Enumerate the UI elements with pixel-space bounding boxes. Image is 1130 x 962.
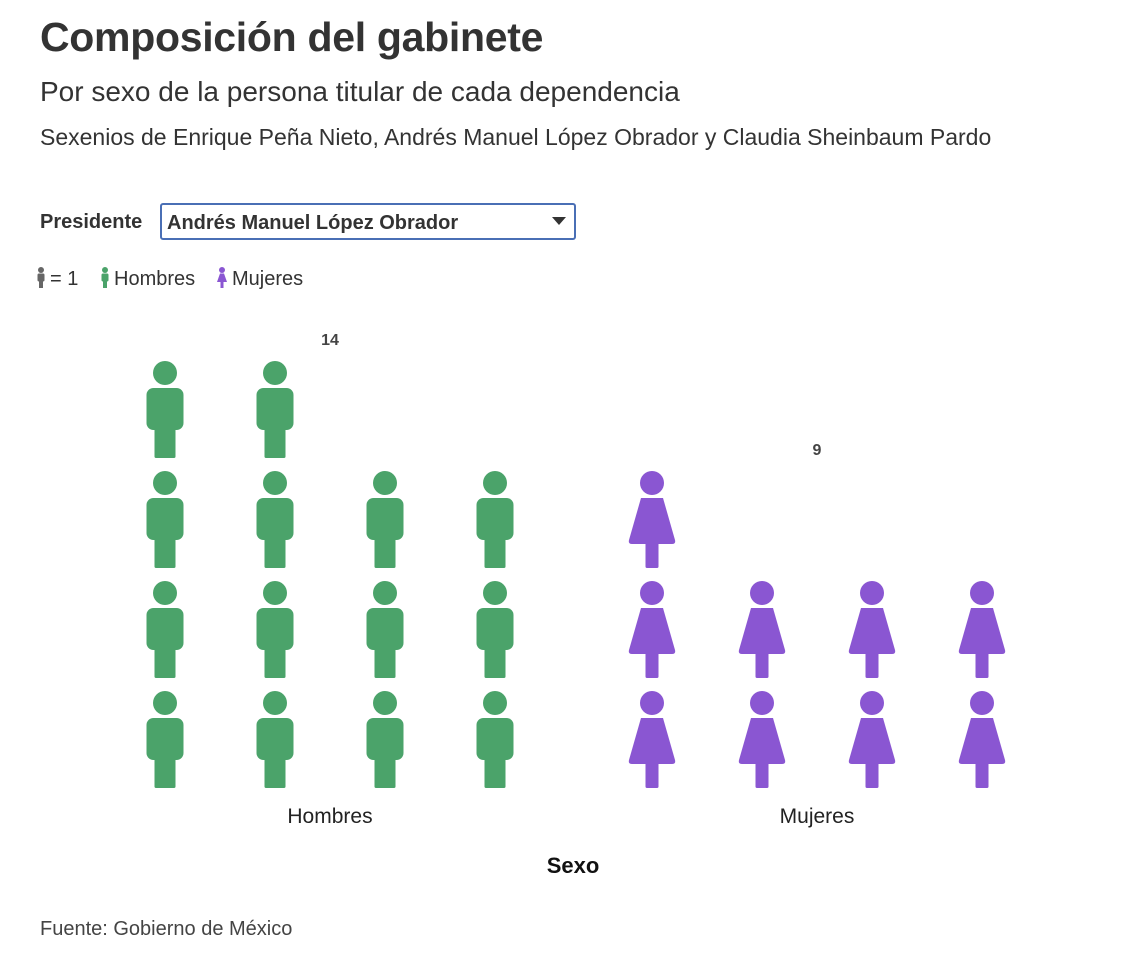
pictogram-mujeres-7 [848,581,896,678]
pictogram-hombres-10 [256,471,294,568]
pictogram-mujeres-2 [738,691,786,788]
pictogram-mujeres-9 [628,471,676,568]
legend-label-mujeres: Mujeres [232,268,304,290]
pictogram-hombres-7 [366,581,404,678]
pictogram-mujeres-3 [848,691,896,788]
pictogram-hombres-8 [476,581,514,678]
pictogram-hombres-6 [256,581,294,678]
president-selector-label: Presidente [40,211,143,233]
category-label-hombres: Hombres [287,805,372,828]
x-axis-title: Sexo [547,853,600,878]
pictogram-mujeres-6 [738,581,786,678]
pictogram-hombres-13 [146,361,184,458]
woman-icon [217,267,227,288]
pictogram-chart: 14 Hombres 9 Mujeres Sexo [146,332,1006,878]
person-unit-icon [37,267,45,288]
value-label-mujeres: 9 [813,442,822,459]
pictogram-hombres-11 [366,471,404,568]
pictogram-mujeres-8 [958,581,1006,678]
president-select-value: Andrés Manuel López Obrador [167,212,459,234]
pictogram-hombres-14 [256,361,294,458]
pictogram-hombres-1 [146,691,184,788]
pictogram-hombres-9 [146,471,184,568]
chevron-down-icon[interactable] [552,217,566,225]
pictogram-hombres-3 [366,691,404,788]
value-label-hombres: 14 [321,332,339,349]
pictogram-hombres-12 [476,471,514,568]
president-select[interactable]: Andrés Manuel López Obrador [160,203,576,240]
category-label-mujeres: Mujeres [780,805,855,828]
pictogram-mujeres-4 [958,691,1006,788]
pictogram-mujeres-5 [628,581,676,678]
pictogram-hombres-4 [476,691,514,788]
pictogram-hombres-2 [256,691,294,788]
pictogram-mujeres-1 [628,691,676,788]
chart-subtitle: Por sexo de la persona titular de cada d… [40,76,680,107]
legend-unit-label: = 1 [50,268,79,290]
source-note: Fuente: Gobierno de México [40,918,293,940]
chart-title: Composición del gabinete [40,14,544,60]
pictogram-hombres-5 [146,581,184,678]
man-icon [101,267,109,288]
legend-label-hombres: Hombres [114,268,196,290]
chart-description: Sexenios de Enrique Peña Nieto, Andrés M… [40,124,992,150]
